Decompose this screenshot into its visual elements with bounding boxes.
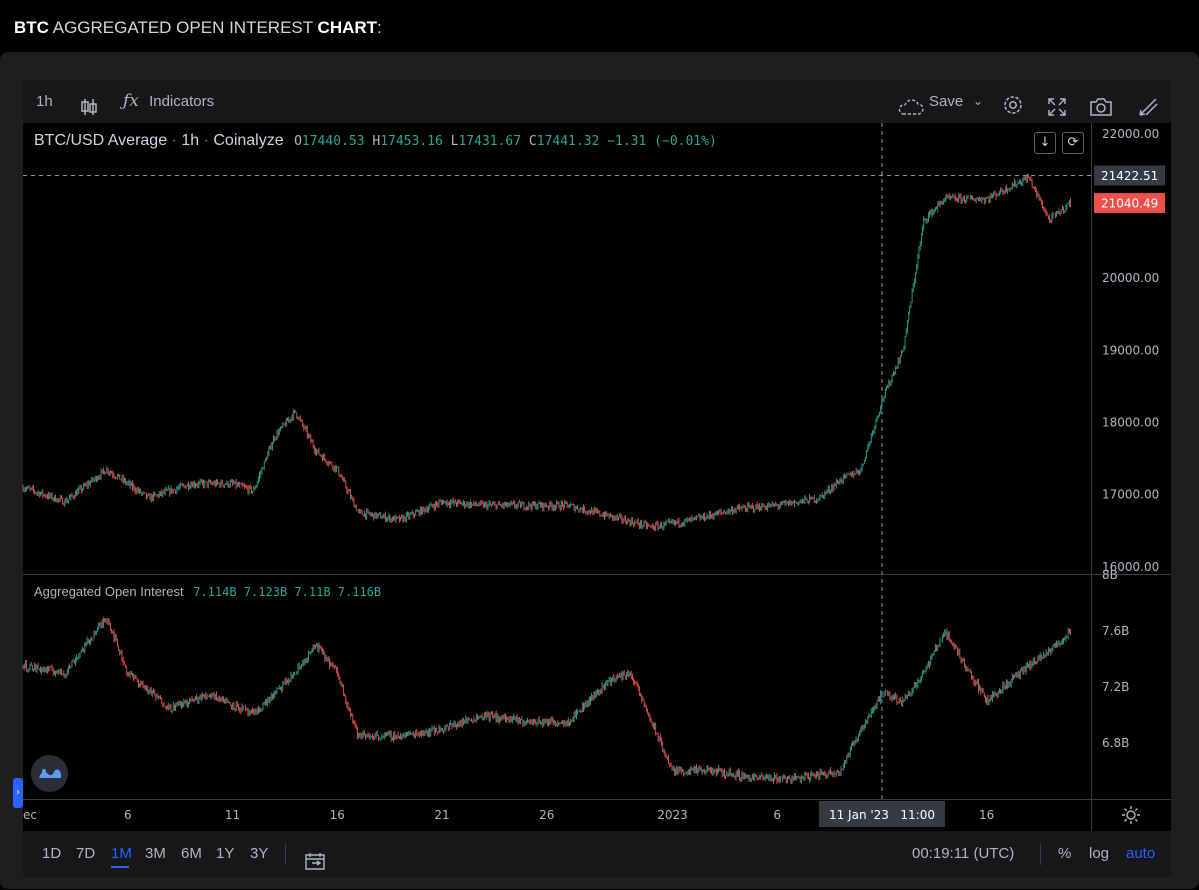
range-1y[interactable]: 1Y xyxy=(216,845,235,862)
open-label: O xyxy=(294,134,302,149)
price-legend: BTC/USD Average · 1h · Coinalyze O17440.… xyxy=(34,132,717,149)
range-3y[interactable]: 3Y xyxy=(250,845,269,862)
indicators-button[interactable]: ƒx Indicators xyxy=(123,80,214,123)
time-axis-settings[interactable] xyxy=(1121,805,1141,825)
clock-divider xyxy=(1040,843,1041,865)
range-1d[interactable]: 1D xyxy=(42,845,62,862)
high-label: H xyxy=(372,134,381,149)
oi-open: 7.114B xyxy=(193,585,237,599)
active-range-underline xyxy=(111,866,129,868)
legend-source: Coinalyze xyxy=(213,132,284,149)
save-button[interactable]: Save xyxy=(929,93,964,110)
range-divider xyxy=(285,843,286,865)
percent-toggle[interactable]: % xyxy=(1058,845,1072,862)
symbol-name[interactable]: BTC/USD Average xyxy=(34,132,168,149)
range-6m[interactable]: 6M xyxy=(181,845,202,862)
legend-interval: 1h xyxy=(181,132,200,149)
oi-close: 7.116B xyxy=(337,585,382,599)
scroll-down-button[interactable]: ↓ xyxy=(1034,132,1056,154)
chart-widget xyxy=(23,80,1171,877)
low-value: 17431.67 xyxy=(458,134,522,149)
publish-icon[interactable] xyxy=(1137,91,1159,116)
page-heading: BTC AGGREGATED OPEN INTEREST CHART: xyxy=(14,18,382,37)
chevron-down-icon[interactable]: ⌄ xyxy=(973,94,984,108)
side-toggle-tab[interactable]: › xyxy=(13,778,23,808)
refresh-icon: ⟳ xyxy=(1067,135,1079,150)
log-toggle[interactable]: log xyxy=(1089,845,1110,862)
oi-high: 7.123B xyxy=(243,585,288,599)
change-value: −1.31 (−0.01%) xyxy=(607,134,717,149)
indicators-label: Indicators xyxy=(149,93,215,110)
oi-name[interactable]: Aggregated Open Interest xyxy=(34,584,184,599)
fullscreen-icon[interactable] xyxy=(1047,91,1067,116)
top-toolbar: 1h ƒx Indicators Save ⌄ xyxy=(23,80,1171,123)
gear-icon[interactable] xyxy=(1002,90,1024,114)
reset-scale-button[interactable]: ⟳ xyxy=(1062,132,1084,154)
close-value: 17441.32 xyxy=(536,134,600,149)
high-value: 17453.16 xyxy=(380,134,443,149)
range-3m[interactable]: 3M xyxy=(145,845,166,862)
arrow-down-icon: ↓ xyxy=(1039,135,1051,150)
utc-clock[interactable]: 00:19:11 (UTC) xyxy=(912,845,1015,862)
candles-icon[interactable] xyxy=(79,91,99,115)
chevron-right-icon: › xyxy=(16,787,20,798)
date-range-icon[interactable] xyxy=(304,844,326,870)
interval-button[interactable]: 1h xyxy=(36,93,53,110)
close-label: C xyxy=(528,134,537,149)
fx-icon: ƒx xyxy=(123,91,139,111)
camera-icon[interactable] xyxy=(1089,91,1113,116)
open-value: 17440.53 xyxy=(301,134,365,149)
low-label: L xyxy=(450,134,459,149)
cloud-icon xyxy=(896,92,924,115)
oi-legend: Aggregated Open Interest 7.114B 7.123B 7… xyxy=(34,584,381,599)
bottom-toolbar: 1D 7D 1M 3M 6M 1Y 3Y 00:19:11 (UTC) % lo… xyxy=(23,831,1171,877)
auto-toggle[interactable]: auto xyxy=(1126,845,1156,862)
oi-low: 7.11B xyxy=(294,585,331,599)
tradingview-logo[interactable] xyxy=(31,755,68,792)
range-1m[interactable]: 1M xyxy=(111,845,132,862)
range-7d[interactable]: 7D xyxy=(76,845,96,862)
logo-icon xyxy=(39,769,61,778)
sun-gear-icon xyxy=(1122,806,1140,824)
